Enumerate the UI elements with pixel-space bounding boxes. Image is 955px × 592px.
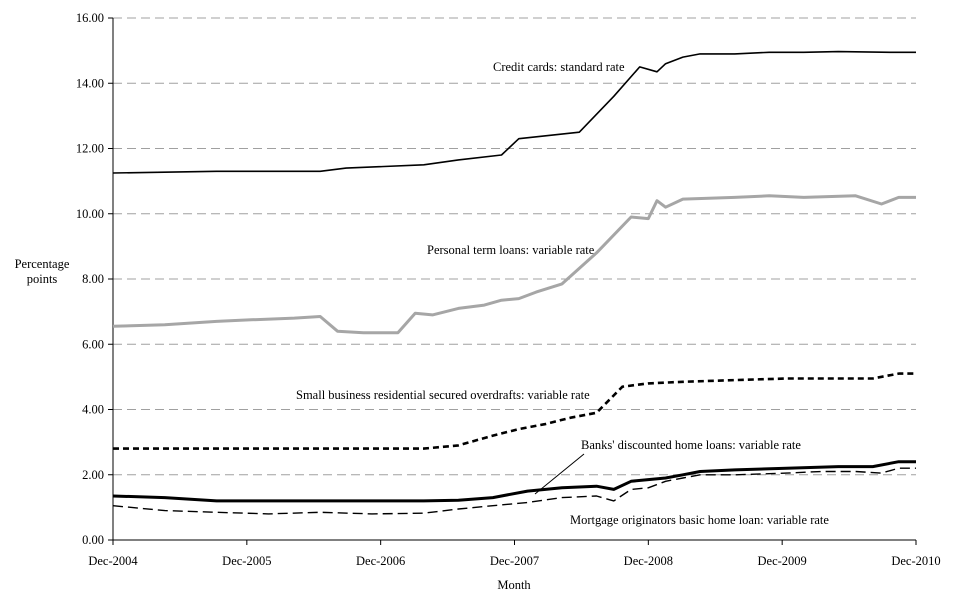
series-line-4 — [112, 460, 916, 503]
y-axis-title: Percentage points — [15, 257, 70, 286]
y-tick-label: 4.00 — [82, 403, 104, 417]
x-tick-label: Dec-2009 — [758, 554, 807, 568]
y-tick-label: 14.00 — [76, 76, 104, 90]
annotation-personal-term-loans: Personal term loans: variable rate — [427, 243, 595, 257]
y-tick-label: 10.00 — [76, 207, 104, 221]
annotation-mortgage-originators: Mortgage originators basic home loan: va… — [570, 513, 829, 527]
x-tick-label: Dec-2010 — [891, 554, 940, 568]
annotation-small-business-overdrafts: Small business residential secured overd… — [296, 388, 590, 402]
y-axis-ticks: 0.00 2.00 4.00 6.00 8.00 10.00 12.00 14.00 16.00 — [76, 11, 113, 547]
y-tick-label: 16.00 — [76, 11, 104, 25]
x-axis-ticks: Dec-2004 Dec-2005 Dec-2006 Dec-2007 Dec-2008… — [88, 540, 941, 568]
gridlines — [113, 17, 916, 476]
series-line-2 — [112, 194, 916, 335]
series-line-1 — [112, 50, 916, 174]
annotation-credit-cards: Credit cards: standard rate — [493, 60, 625, 74]
series-line-3 — [113, 372, 916, 450]
x-tick-label: Dec-2004 — [88, 554, 138, 568]
y-tick-label: 6.00 — [82, 337, 104, 351]
y-tick-label: 8.00 — [82, 272, 104, 286]
x-tick-label: Dec-2006 — [356, 554, 405, 568]
annotation-pointer-line — [534, 453, 585, 495]
y-tick-label: 2.00 — [82, 468, 104, 482]
series-lines — [112, 50, 916, 515]
x-tick-label: Dec-2008 — [624, 554, 673, 568]
series-line-5 — [112, 467, 916, 515]
y-tick-label: 0.00 — [82, 533, 104, 547]
x-tick-label: Dec-2005 — [222, 554, 271, 568]
y-tick-label: 12.00 — [76, 142, 104, 156]
annotation-banks-discounted-home-loans: Banks' discounted home loans: variable r… — [581, 438, 801, 452]
x-axis-title: Month — [497, 578, 531, 592]
x-tick-label: Dec-2007 — [490, 554, 539, 568]
